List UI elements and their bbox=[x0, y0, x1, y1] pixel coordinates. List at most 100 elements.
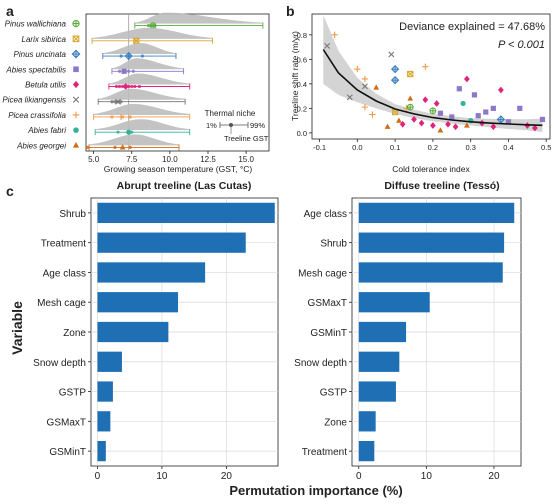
species-label: Abies fabri bbox=[27, 126, 66, 135]
site-point bbox=[121, 84, 125, 89]
data-point bbox=[532, 124, 538, 132]
niche-density bbox=[93, 104, 190, 115]
treeline-gst-marker bbox=[115, 98, 122, 105]
x-tick-label: 0.4 bbox=[503, 143, 513, 152]
data-point bbox=[517, 105, 523, 111]
bar bbox=[97, 440, 106, 462]
bar bbox=[358, 202, 515, 224]
bar bbox=[358, 232, 505, 253]
data-point bbox=[433, 100, 440, 107]
x-tick-label: 0.2 bbox=[428, 143, 438, 152]
data-point bbox=[464, 75, 470, 83]
species-label: Abies spectabilis bbox=[5, 65, 66, 74]
species-label: Larix sibirica bbox=[22, 35, 67, 44]
treeline-gst-marker bbox=[121, 68, 127, 74]
data-point bbox=[490, 123, 497, 131]
treeline-gst-marker bbox=[122, 83, 129, 90]
site-point bbox=[113, 145, 117, 149]
x-tick-label: 12.5 bbox=[200, 155, 216, 164]
site-point bbox=[137, 84, 141, 89]
x-tick-label: 20 bbox=[221, 471, 233, 482]
panel-c-ylabel: Variable bbox=[9, 301, 25, 355]
legend-treeline: Treeline GST bbox=[224, 134, 269, 143]
data-point bbox=[406, 103, 414, 111]
panel-c-diffuse: Diffuse treeline (Tessó) Age class Shrub M… bbox=[294, 180, 522, 482]
site-point bbox=[119, 54, 123, 58]
category-label: Treatment bbox=[41, 239, 86, 250]
niche-density bbox=[95, 119, 190, 131]
category-label: Zone bbox=[324, 417, 347, 428]
bar bbox=[97, 381, 113, 402]
panel-a-legend: Thermal niche 1% 99% Treeline GST bbox=[205, 109, 269, 143]
panel-b-pvalue: P < 0.001 bbox=[498, 39, 545, 51]
treeline-gst-marker bbox=[149, 22, 157, 30]
species-legend-marker bbox=[72, 111, 80, 119]
site-point bbox=[119, 100, 123, 104]
data-point bbox=[399, 120, 406, 128]
species-legend-marker bbox=[72, 142, 80, 148]
data-point bbox=[403, 105, 410, 112]
x-tick-label: 15.0 bbox=[238, 155, 254, 164]
category-label: GSTP bbox=[59, 388, 87, 399]
niche-density bbox=[92, 27, 213, 39]
site-point bbox=[110, 115, 114, 119]
panel-b-cold-tolerance: Cold tolerance index Treeline shift rate… bbox=[290, 13, 551, 174]
bar bbox=[97, 202, 275, 224]
site-point bbox=[113, 100, 117, 104]
site-point bbox=[117, 69, 122, 73]
site-point bbox=[117, 84, 122, 89]
treeline-gst-marker bbox=[117, 113, 125, 121]
x-tick-label: 7.5 bbox=[126, 155, 138, 164]
data-point bbox=[430, 122, 436, 129]
site-point bbox=[127, 69, 131, 73]
species-legend-marker bbox=[72, 35, 80, 43]
species-legend-marker bbox=[72, 19, 80, 28]
niche-density bbox=[108, 73, 190, 85]
niche-density bbox=[102, 43, 176, 55]
data-point bbox=[460, 100, 466, 107]
data-point bbox=[388, 51, 395, 58]
data-point bbox=[390, 76, 400, 85]
panel-c2-title: Diffuse treeline (Tessó) bbox=[384, 180, 499, 192]
fit-curve bbox=[322, 49, 543, 127]
panel-c-xlabel: Permutation importance (%) bbox=[229, 483, 402, 498]
bar bbox=[358, 411, 376, 432]
x-tick-label: -0.1 bbox=[313, 143, 326, 152]
bar bbox=[358, 321, 407, 343]
x-tick-label: 0.0 bbox=[352, 143, 362, 152]
x-tick-label: 20 bbox=[488, 471, 500, 482]
data-point bbox=[445, 120, 451, 128]
data-point bbox=[324, 42, 331, 49]
data-point bbox=[354, 66, 361, 73]
category-label: Shrub bbox=[320, 239, 347, 250]
species-legend-marker bbox=[71, 49, 81, 59]
data-point bbox=[539, 116, 546, 122]
data-point bbox=[361, 83, 368, 90]
data-point bbox=[422, 96, 429, 104]
data-point bbox=[505, 119, 512, 125]
category-label: Mesh cage bbox=[37, 298, 86, 309]
data-point bbox=[384, 123, 391, 129]
data-point bbox=[407, 70, 414, 78]
x-tick-label: 0.5 bbox=[541, 143, 551, 152]
bar bbox=[358, 292, 430, 313]
panel-c-abrupt: Abrupt treeline (Las Cutas) Shrub Treatme… bbox=[33, 180, 279, 482]
species-label: Pinus wallichiana bbox=[5, 20, 67, 29]
data-point bbox=[475, 113, 481, 119]
data-point bbox=[429, 107, 437, 115]
treeline-gst-marker bbox=[133, 37, 140, 44]
bar bbox=[97, 321, 169, 343]
panel-b-frame bbox=[311, 13, 551, 140]
y-tick-label: 0.2 bbox=[297, 104, 307, 113]
data-point bbox=[411, 116, 417, 123]
data-point bbox=[346, 94, 353, 101]
x-tick-label: 10 bbox=[156, 471, 168, 482]
x-tick-label: 0 bbox=[356, 471, 362, 482]
species-label: Pinus uncinata bbox=[14, 50, 67, 59]
x-tick-label: 0.1 bbox=[390, 143, 400, 152]
data-point bbox=[422, 63, 429, 70]
legend-high: 99% bbox=[250, 121, 265, 130]
bar bbox=[358, 351, 400, 372]
bar bbox=[97, 262, 206, 283]
species-label: Picea likiangensis bbox=[2, 96, 66, 105]
